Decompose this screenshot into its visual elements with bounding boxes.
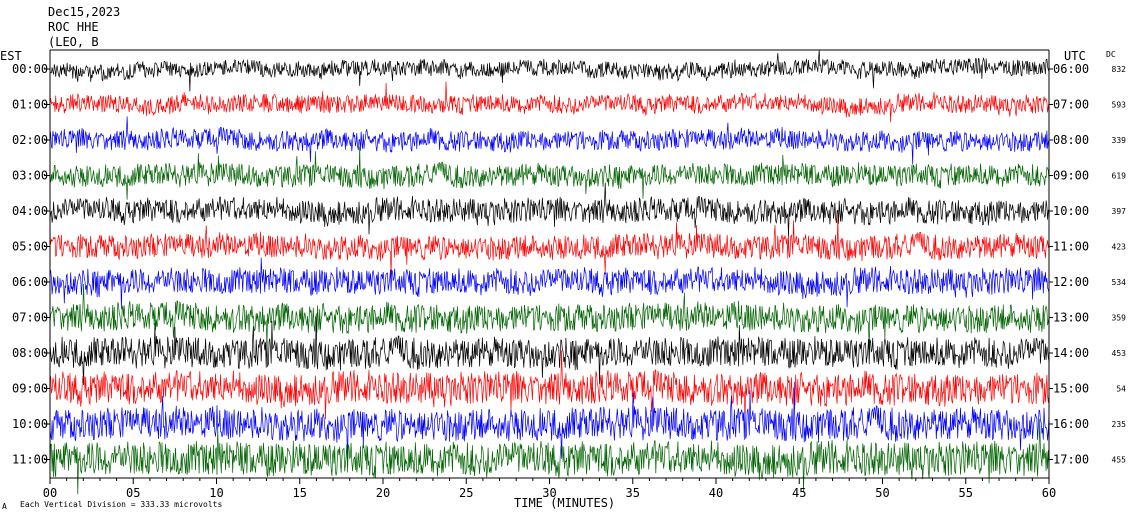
utc-time-label: 13:00: [1053, 311, 1089, 325]
utc-time-label: 10:00: [1053, 204, 1089, 218]
seismic-traces: [49, 49, 1050, 495]
trace-line-02:00: [49, 116, 1050, 165]
trace-line-03:00: [49, 146, 1050, 200]
header-date: Dec15,2023: [48, 5, 120, 19]
dc-offset-value: 423: [1112, 243, 1127, 252]
dc-offset-value: 235: [1112, 420, 1127, 429]
utc-time-label: 06:00: [1053, 62, 1089, 76]
corner-mark: A: [2, 502, 7, 511]
x-tick-label: 45: [792, 486, 806, 500]
dc-offset-value: 359: [1112, 314, 1127, 323]
utc-time-label: 17:00: [1053, 453, 1089, 467]
row-labels: 00:00 06:00 832 01:00 07:00 593 02:00 08:00 339 0…: [12, 62, 1126, 467]
x-axis-label: TIME (MINUTES): [514, 496, 615, 510]
dc-offset-value: 339: [1112, 136, 1127, 145]
dc-offset-value: 455: [1112, 456, 1127, 465]
header-network: (LEO, B: [48, 35, 99, 49]
est-time-label: 03:00: [12, 169, 48, 183]
utc-time-label: 15:00: [1053, 382, 1089, 396]
x-tick-label: 30: [542, 486, 556, 500]
est-time-label: 05:00: [12, 240, 48, 254]
x-tick-label: 40: [709, 486, 723, 500]
utc-time-label: 16:00: [1053, 417, 1089, 431]
x-tick-label: 00: [43, 486, 57, 500]
est-time-label: 06:00: [12, 275, 48, 289]
trace-line-04:00: [49, 182, 1050, 238]
x-tick-label: 20: [376, 486, 390, 500]
dc-offset-value: 534: [1112, 278, 1127, 287]
dc-offset-value: 832: [1112, 65, 1127, 74]
dc-offset-value: 593: [1112, 101, 1127, 110]
est-time-label: 11:00: [12, 453, 48, 467]
left-timezone-label: EST: [0, 49, 22, 63]
x-tick-label: 55: [959, 486, 973, 500]
est-time-label: 04:00: [12, 204, 48, 218]
est-time-label: 00:00: [12, 62, 48, 76]
dc-column-label: DC: [1106, 50, 1116, 59]
est-time-label: 08:00: [12, 346, 48, 360]
x-tick-label: 25: [459, 486, 473, 500]
dc-offset-value: 619: [1112, 172, 1127, 181]
x-tick-label: 50: [875, 486, 889, 500]
trace-line-00:00: [49, 49, 1050, 92]
utc-time-label: 11:00: [1053, 240, 1089, 254]
est-time-label: 07:00: [12, 311, 48, 325]
x-tick-label: 35: [626, 486, 640, 500]
utc-time-label: 08:00: [1053, 133, 1089, 147]
utc-time-label: 12:00: [1053, 275, 1089, 289]
utc-time-label: 09:00: [1053, 169, 1089, 183]
right-timezone-label: UTC: [1064, 49, 1086, 63]
x-axis-ticks: 00 05 10 15 20 25 30 35 40 45 50 55 60: [43, 478, 1056, 500]
trace-line-08:00: [49, 313, 1050, 386]
trace-line-06:00: [49, 257, 1050, 310]
est-time-label: 10:00: [12, 417, 48, 431]
header-station: ROC HHE: [48, 20, 99, 34]
trace-line-05:00: [49, 214, 1050, 276]
trace-line-10:00: [49, 381, 1050, 463]
x-tick-label: 10: [209, 486, 223, 500]
trace-line-09:00: [49, 350, 1050, 423]
x-tick-label: 60: [1042, 486, 1056, 500]
est-time-label: 09:00: [12, 382, 48, 396]
dc-offset-value: 54: [1116, 385, 1126, 394]
x-tick-label: 15: [293, 486, 307, 500]
scale-note: Each Vertical Division = 333.33 microvol…: [20, 500, 222, 509]
trace-line-11:00: [49, 418, 1050, 495]
utc-time-label: 07:00: [1053, 98, 1089, 112]
dc-offset-value: 397: [1112, 207, 1127, 216]
est-time-label: 01:00: [12, 98, 48, 112]
utc-time-label: 14:00: [1053, 346, 1089, 360]
trace-line-07:00: [49, 283, 1050, 352]
est-time-label: 02:00: [12, 133, 48, 147]
x-tick-label: 05: [126, 486, 140, 500]
dc-offset-value: 453: [1112, 349, 1127, 358]
trace-line-01:00: [49, 81, 1050, 123]
